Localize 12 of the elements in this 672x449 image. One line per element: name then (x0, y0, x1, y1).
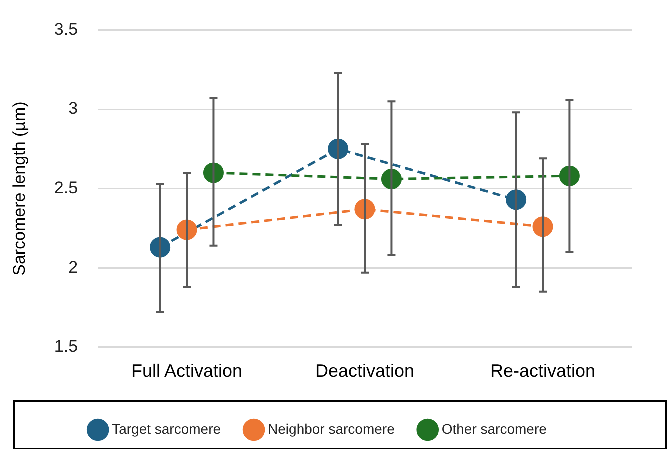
x-tick-label: Deactivation (315, 361, 415, 382)
y-tick-label: 3 (68, 99, 78, 118)
legend-label: Target sarcomere (112, 420, 222, 437)
x-tick-label: Full Activation (131, 361, 243, 382)
y-axis-title: Sarcomere length (µm) (10, 102, 29, 276)
legend-label: Neighbor sarcomere (268, 420, 396, 437)
x-tick-label: Re-activation (490, 361, 596, 382)
y-tick-label: 1.5 (54, 337, 78, 356)
y-tick-label: 3.5 (54, 20, 78, 39)
legend-label: Other sarcomere (442, 420, 548, 437)
y-tick-label: 2.5 (54, 178, 78, 198)
y-tick-label: 2 (68, 258, 78, 277)
